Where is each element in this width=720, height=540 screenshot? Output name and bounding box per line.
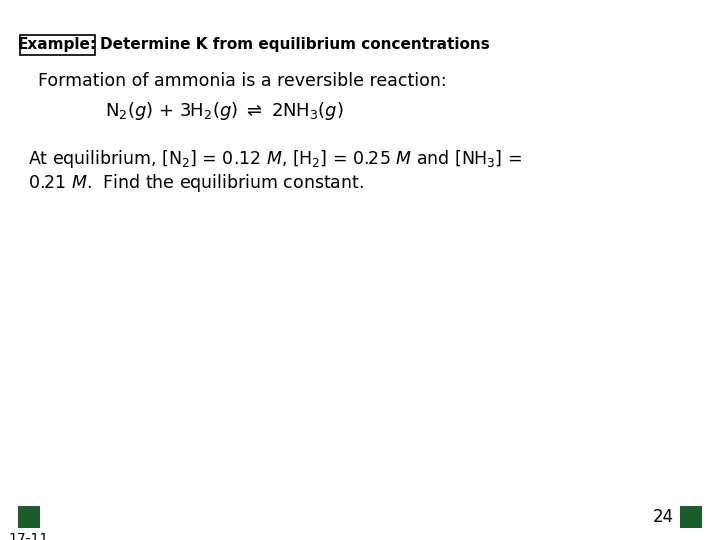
Text: 17-11: 17-11 [9,532,49,540]
Bar [680,506,702,528]
Text: Formation of ammonia is a reversible reaction:: Formation of ammonia is a reversible rea… [38,72,446,90]
Bar [20,35,95,55]
Text: Example:: Example: [18,37,97,52]
Text: N$_2$($g$) + 3H$_2$($g$) $\rightleftharpoons$ 2NH$_3$($g$): N$_2$($g$) + 3H$_2$($g$) $\rightleftharp… [105,100,343,122]
Text: 0.21 $\mathit{M}$.  Find the equilibrium constant.: 0.21 $\mathit{M}$. Find the equilibrium … [28,172,364,194]
Text: 24: 24 [653,508,674,526]
Text: Determine K from equilibrium concentrations: Determine K from equilibrium concentrati… [100,37,490,52]
Text: At equilibrium, [N$_2$] = 0.12 $\mathit{M}$, [H$_2$] = 0.25 $\mathit{M}$ and [NH: At equilibrium, [N$_2$] = 0.12 $\mathit{… [28,148,522,170]
Bar [18,506,40,528]
